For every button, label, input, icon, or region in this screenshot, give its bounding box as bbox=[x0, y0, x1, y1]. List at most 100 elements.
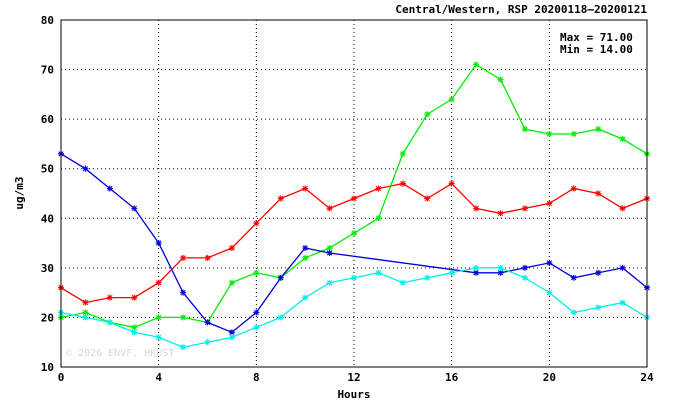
data-point bbox=[619, 264, 626, 271]
data-point bbox=[155, 240, 162, 247]
data-point bbox=[473, 264, 480, 271]
data-point bbox=[180, 254, 187, 261]
data-point bbox=[448, 269, 455, 276]
data-point bbox=[253, 324, 260, 331]
x-tick-label: 4 bbox=[155, 371, 162, 384]
max-label: Max = 71.00 bbox=[560, 31, 633, 44]
y-tick-label: 80 bbox=[41, 14, 54, 27]
data-point bbox=[448, 180, 455, 187]
data-point bbox=[228, 245, 235, 252]
data-point bbox=[155, 314, 162, 321]
x-tick-label: 12 bbox=[347, 371, 360, 384]
data-point bbox=[204, 339, 211, 346]
plot-frame bbox=[60, 19, 648, 368]
data-point bbox=[155, 334, 162, 341]
data-point bbox=[277, 195, 284, 202]
series-3 bbox=[58, 150, 650, 336]
series-layer bbox=[58, 61, 650, 351]
data-point bbox=[570, 185, 577, 192]
data-point bbox=[204, 319, 211, 326]
data-point bbox=[204, 254, 211, 261]
watermark: © 2026 ENVF, HKUST bbox=[66, 348, 174, 359]
data-point bbox=[570, 131, 577, 138]
data-point bbox=[521, 126, 528, 133]
data-point bbox=[302, 245, 309, 252]
data-point bbox=[351, 195, 357, 202]
data-point bbox=[595, 190, 602, 197]
data-point bbox=[521, 205, 528, 212]
data-point bbox=[546, 131, 553, 138]
data-point bbox=[82, 309, 89, 316]
data-point bbox=[399, 180, 406, 187]
data-point bbox=[277, 314, 284, 321]
data-point bbox=[253, 309, 260, 316]
data-point bbox=[326, 249, 333, 256]
data-point bbox=[497, 264, 504, 271]
data-point bbox=[595, 269, 602, 276]
data-point bbox=[106, 185, 113, 192]
data-point bbox=[546, 200, 553, 207]
y-tick-label: 50 bbox=[41, 163, 54, 176]
data-point bbox=[131, 205, 138, 212]
data-point bbox=[351, 230, 357, 237]
data-point bbox=[424, 274, 431, 281]
data-point bbox=[131, 294, 138, 301]
data-point bbox=[106, 319, 113, 326]
data-point bbox=[399, 150, 406, 157]
data-point bbox=[302, 294, 309, 301]
axis-ticks: 0 4 8 12 16 20 24 10 20 30 40 50 60 70 80 bbox=[41, 14, 654, 384]
data-point bbox=[131, 329, 138, 336]
y-tick-label: 70 bbox=[41, 64, 54, 77]
series-4 bbox=[58, 264, 650, 351]
data-point bbox=[497, 76, 504, 83]
data-point bbox=[375, 185, 382, 192]
grid-lines bbox=[61, 20, 647, 367]
data-point bbox=[424, 111, 431, 118]
data-point bbox=[448, 96, 455, 103]
data-point bbox=[399, 279, 406, 286]
data-point bbox=[326, 279, 333, 286]
y-tick-label: 40 bbox=[41, 212, 54, 225]
x-tick-label: 0 bbox=[58, 371, 65, 384]
data-point bbox=[253, 220, 260, 227]
data-point bbox=[546, 289, 553, 296]
data-point bbox=[375, 269, 382, 276]
series-line bbox=[60, 153, 648, 334]
data-point bbox=[228, 279, 235, 286]
y-axis-label: ug/m3 bbox=[13, 176, 26, 209]
x-tick-label: 24 bbox=[640, 371, 654, 384]
y-tick-label: 10 bbox=[41, 361, 54, 374]
data-point bbox=[570, 274, 577, 281]
chart-title: Central/Western, RSP 20200118–20200121 bbox=[395, 3, 647, 16]
x-tick-label: 16 bbox=[445, 371, 459, 384]
data-point bbox=[82, 165, 89, 172]
data-point bbox=[424, 195, 431, 202]
data-point bbox=[302, 185, 309, 192]
data-point bbox=[521, 274, 528, 281]
data-point bbox=[106, 294, 113, 301]
y-tick-label: 60 bbox=[41, 113, 54, 126]
data-point bbox=[302, 254, 309, 261]
data-point bbox=[619, 135, 626, 142]
data-point bbox=[351, 274, 357, 281]
data-point bbox=[473, 61, 480, 68]
series-2 bbox=[58, 61, 650, 331]
data-point bbox=[497, 269, 504, 276]
data-point bbox=[375, 215, 382, 222]
data-point bbox=[228, 329, 235, 336]
data-point bbox=[497, 210, 504, 217]
data-point bbox=[253, 269, 260, 276]
x-tick-label: 8 bbox=[253, 371, 260, 384]
data-point bbox=[326, 245, 333, 252]
data-point bbox=[180, 314, 187, 321]
x-tick-label: 20 bbox=[543, 371, 556, 384]
data-point bbox=[546, 259, 553, 266]
data-point bbox=[595, 126, 602, 133]
data-point bbox=[570, 309, 577, 316]
data-point bbox=[180, 344, 187, 351]
data-point bbox=[82, 314, 89, 321]
y-tick-label: 20 bbox=[41, 311, 54, 324]
data-point bbox=[228, 334, 235, 341]
data-point bbox=[521, 264, 528, 271]
